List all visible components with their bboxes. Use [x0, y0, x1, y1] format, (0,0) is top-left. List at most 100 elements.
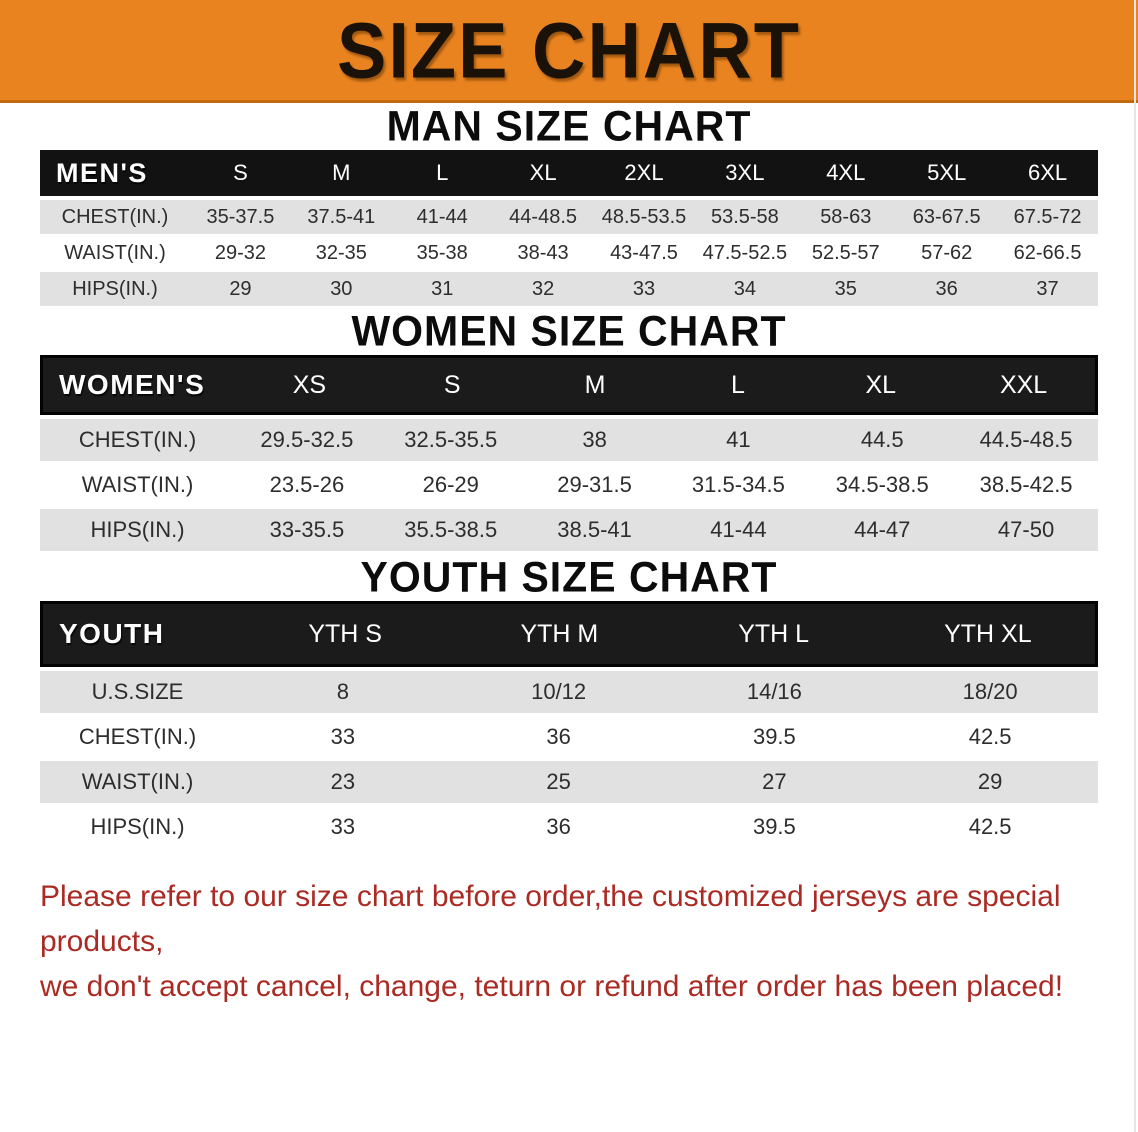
youth-section-heading: YOUTH SIZE CHART: [360, 552, 778, 602]
row-label: WAIST(IN.): [81, 769, 194, 794]
table-cell: 41-44: [710, 517, 767, 542]
table-cell: 34: [733, 277, 756, 300]
column-header: YTH L: [738, 619, 810, 648]
table-cell: 41-44: [416, 205, 468, 228]
row-label: HIPS(IN.): [72, 277, 158, 300]
table-cell: 44-48.5: [509, 205, 578, 228]
column-header: 3XL: [725, 160, 765, 185]
table-header-row: WOMEN'S XS S M L XL XXL: [40, 355, 1098, 415]
table-cell: 29: [229, 277, 252, 300]
table-cell: 41: [726, 427, 751, 452]
table-cell: 32: [531, 277, 555, 300]
row-label: HIPS(IN.): [90, 517, 185, 542]
table-cell: 33: [632, 277, 656, 300]
table-cell: 37: [1036, 277, 1059, 300]
table-row: CHEST(IN.) 35-37.5 37.5-41 41-44 44-48.5 48.5…: [40, 200, 1098, 234]
table-cell: 34.5-38.5: [835, 472, 929, 497]
column-header: 2XL: [624, 160, 664, 185]
column-header: YTH M: [520, 619, 599, 648]
table-cell: 67.5-72: [1013, 205, 1082, 228]
page-edge-divider: [1134, 0, 1136, 1132]
table-cell: 38: [582, 427, 607, 452]
column-header: XXL: [999, 370, 1048, 399]
table-cell: 23.5-26: [269, 472, 345, 497]
table-cell: 33: [330, 814, 356, 839]
table-cell: 35: [834, 277, 857, 300]
table-row: CHEST(IN.) 33 36 39.5 42.5: [40, 716, 1098, 758]
table-cell: 8: [336, 679, 349, 704]
row-label: CHEST(IN.): [78, 427, 197, 452]
table-cell: 31.5-34.5: [691, 472, 785, 497]
table-cell: 48.5-53.5: [601, 205, 687, 228]
table-cell: 35.5-38.5: [404, 517, 498, 542]
table-cell: 39.5: [752, 814, 796, 839]
table-corner-label: MEN'S: [56, 157, 148, 188]
table-cell: 18/20: [962, 679, 1018, 704]
table-cell: 10/12: [531, 679, 587, 704]
row-label: U.S.SIZE: [91, 679, 184, 704]
row-label: WAIST(IN.): [81, 472, 194, 497]
youth-size-table: YOUTH YTH S YTH M YTH L YTH XL U.S.SIZE 8 10/12…: [40, 601, 1098, 848]
table-cell: 23: [330, 769, 356, 794]
column-header: YTH XL: [944, 619, 1032, 648]
table-cell: 53.5-58: [710, 205, 779, 228]
table-cell: 36: [935, 277, 958, 300]
table-cell: 36: [546, 814, 571, 839]
row-label: HIPS(IN.): [90, 814, 185, 839]
table-cell: 33-35.5: [269, 517, 345, 542]
table-corner-label: YOUTH: [59, 618, 165, 649]
table-cell: 38.5-42.5: [979, 472, 1073, 497]
table-cell: 47-50: [997, 517, 1055, 542]
column-header: S: [233, 160, 248, 185]
column-header: XS: [292, 370, 327, 399]
table-cell: 32.5-35.5: [404, 427, 498, 452]
table-row: CHEST(IN.) 29.5-32.5 32.5-35.5 38 41 44.5 44.5…: [40, 419, 1098, 461]
banner: SIZE CHART: [0, 0, 1138, 103]
table-row: HIPS(IN.) 33-35.5 35.5-38.5 38.5-41 41-44 44-…: [40, 509, 1098, 551]
table-cell: 44.5-48.5: [979, 427, 1073, 452]
column-header: 5XL: [927, 160, 967, 185]
table-cell: 47.5-52.5: [702, 241, 788, 264]
table-cell: 58-63: [820, 205, 872, 228]
column-header: XL: [529, 160, 557, 185]
table-row: WAIST(IN.) 23.5-26 26-29 29-31.5 31.5-34.5 34…: [40, 464, 1098, 506]
women-section-heading: WOMEN SIZE CHART: [351, 306, 787, 356]
disclaimer-line-1: Please refer to our size chart before or…: [40, 880, 1061, 958]
table-cell: 42.5: [968, 724, 1012, 749]
section-men: MAN SIZE CHART MEN'S S M L XL 2XL 3XL 4XL 5XL 6XL…: [0, 101, 1138, 306]
table-cell: 33: [330, 724, 356, 749]
table-cell: 52.5-57: [811, 241, 880, 264]
page-title: SIZE CHART: [337, 6, 801, 94]
men-section-heading: MAN SIZE CHART: [386, 101, 752, 151]
row-label: CHEST(IN.): [61, 205, 169, 228]
table-cell: 31: [431, 277, 454, 300]
table-cell: 32-35: [315, 241, 367, 264]
row-label: CHEST(IN.): [78, 724, 197, 749]
table-cell: 35-38: [416, 241, 468, 264]
women-size-table: WOMEN'S XS S M L XL XXL CHEST(IN.) 29.5-32.5 32.5…: [40, 355, 1098, 551]
table-header-row: YOUTH YTH S YTH M YTH L YTH XL: [40, 601, 1098, 667]
table-cell: 35-37.5: [206, 205, 275, 228]
table-cell: 29.5-32.5: [260, 427, 354, 452]
table-cell: 36: [546, 724, 571, 749]
table-cell: 44-47: [854, 517, 911, 542]
column-header: XL: [865, 370, 897, 399]
column-header: L: [436, 160, 449, 185]
table-cell: 29-31.5: [557, 472, 632, 497]
table-row: U.S.SIZE 8 10/12 14/16 18/20: [40, 671, 1098, 713]
table-cell: 57-62: [921, 241, 973, 264]
table-cell: 27: [762, 769, 787, 794]
table-cell: 29-32: [214, 241, 267, 264]
table-cell: 26-29: [422, 472, 479, 497]
table-row: WAIST(IN.) 29-32 32-35 35-38 38-43 43-47.5 47.…: [40, 236, 1098, 270]
column-header: L: [730, 370, 745, 399]
table-row: WAIST(IN.) 23 25 27 29: [40, 761, 1098, 803]
section-women: WOMEN SIZE CHART WOMEN'S XS S M L XL XXL CHEST(…: [0, 306, 1138, 551]
table-row: HIPS(IN.) 29 30 31 32 33 34 35 36 37: [40, 272, 1098, 306]
table-cell: 42.5: [968, 814, 1012, 839]
column-header: M: [332, 160, 351, 185]
column-header: YTH S: [308, 619, 382, 648]
row-label: WAIST(IN.): [64, 241, 166, 264]
table-cell: 63-67.5: [912, 205, 981, 228]
